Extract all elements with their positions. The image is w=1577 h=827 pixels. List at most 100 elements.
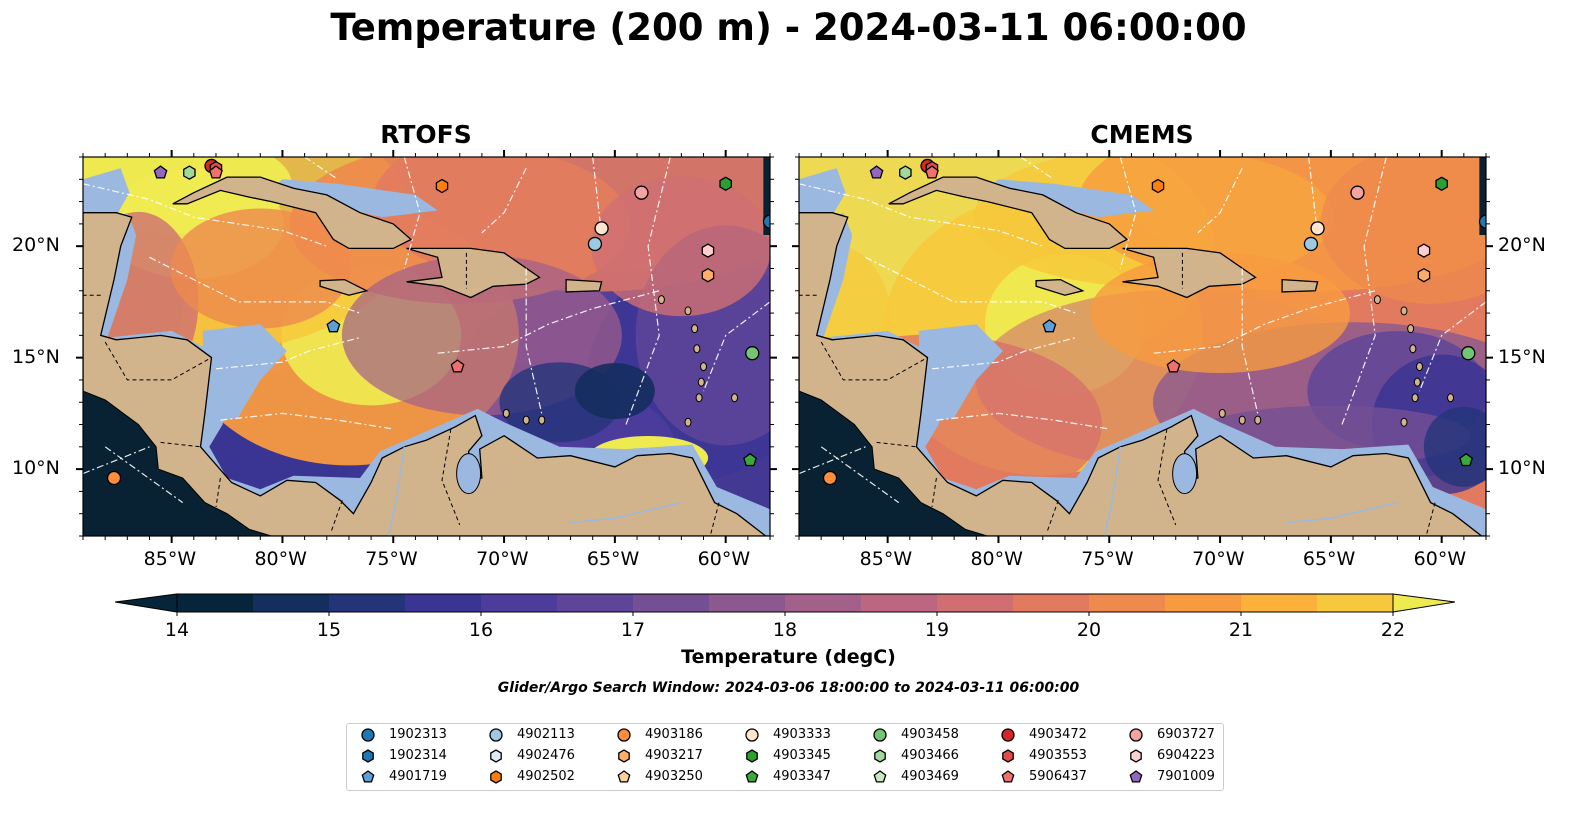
float-6903727 <box>634 185 649 200</box>
temperature-field-cmems <box>799 157 1486 536</box>
colorbar-segment <box>1089 594 1166 612</box>
lon-tick-label: 65°W <box>1302 548 1356 570</box>
colorbar-tick-label: 20 <box>1076 619 1102 641</box>
float-5906437 <box>1166 359 1181 373</box>
lon-tick-label: 60°W <box>697 548 751 570</box>
panel-title-rtofs: RTOFS <box>380 120 472 149</box>
colorbar-segment <box>709 594 786 612</box>
legend-label: 4901719 <box>389 769 447 784</box>
colorbar-segment <box>253 594 330 612</box>
legend-marker <box>873 770 887 783</box>
legend-marker <box>361 728 375 742</box>
lon-tick-label: 80°W <box>970 548 1023 570</box>
lat-tick-label: 15°N <box>1498 345 1546 368</box>
float-4902502 <box>435 178 449 194</box>
lat-tick-label: 20°N <box>12 234 60 257</box>
lat-tick-label: 15°N <box>12 345 60 368</box>
float-4903347 <box>1459 452 1473 467</box>
colorbar-tick-label: 14 <box>164 619 190 641</box>
colorbar-tick-label: 21 <box>1228 619 1254 641</box>
panel-title-cmems: CMEMS <box>1090 120 1194 149</box>
legend-marker <box>489 728 503 742</box>
legend-marker <box>746 749 758 763</box>
float-7901009 <box>869 165 884 179</box>
legend-marker <box>1002 749 1014 763</box>
map-panel-cmems <box>799 157 1486 536</box>
lat-tick-label: 10°N <box>12 457 60 480</box>
colorbar-tick-label: 18 <box>772 619 798 641</box>
legend-marker <box>1001 770 1015 783</box>
legend-label: 4902502 <box>517 769 575 784</box>
colorbar-segment <box>177 594 254 612</box>
legend-label: 4903345 <box>773 748 831 763</box>
float-4902502 <box>1151 178 1165 194</box>
float-4903466 <box>183 165 196 180</box>
legend-label: 6903727 <box>1157 727 1215 742</box>
float-4903217 <box>701 267 715 283</box>
colorbar-segment <box>1165 594 1242 612</box>
temperature-field-rtofs <box>83 157 770 536</box>
legend-label: 6904223 <box>1157 748 1215 763</box>
colorbar-segment <box>1013 594 1090 612</box>
legend-marker <box>490 749 502 763</box>
lat-tick-label: 20°N <box>1498 234 1546 257</box>
map-frame-1 <box>798 156 1487 537</box>
legend-marker <box>490 770 502 784</box>
lon-tick-label: 85°W <box>859 548 913 570</box>
colorbar-tick-label: 16 <box>468 619 494 641</box>
float-4903333 <box>1310 221 1325 236</box>
lon-tick-label: 70°W <box>1192 548 1245 570</box>
float-4903458 <box>745 346 760 361</box>
lon-tick-label: 70°W <box>476 548 529 570</box>
float-5906437 <box>450 359 465 373</box>
legend-label: 4903250 <box>645 769 703 784</box>
legend-marker <box>873 728 887 742</box>
lon-tick-label: 60°W <box>1413 548 1467 570</box>
legend-marker <box>745 770 759 783</box>
search-window-text: Glider/Argo Search Window: 2024-03-06 18… <box>497 680 1080 696</box>
lon-tick-label: 80°W <box>254 548 307 570</box>
colorbar-tick-label: 17 <box>620 619 646 641</box>
legend-label: 4903472 <box>1029 727 1087 742</box>
float-4903186 <box>822 470 838 486</box>
colorbar-title: Temperature (degC) <box>681 646 896 668</box>
legend-label: 4903458 <box>901 727 959 742</box>
lon-tick-label: 65°W <box>586 548 640 570</box>
float-4903466 <box>899 165 912 180</box>
legend-marker <box>745 728 759 742</box>
figure-title: Temperature (200 m) - 2024-03-11 06:00:0… <box>330 6 1247 49</box>
colorbar-segment <box>1317 594 1394 612</box>
float-6904223 <box>701 243 715 258</box>
legend-label: 4903469 <box>901 769 959 784</box>
legend-marker <box>617 770 631 783</box>
float-5906437 <box>925 165 939 179</box>
legend-marker <box>618 749 630 763</box>
colorbar-segment <box>785 594 862 612</box>
colorbar-segment <box>633 594 710 612</box>
legend-label: 1902314 <box>389 748 447 763</box>
legend-label: 4903466 <box>901 748 959 763</box>
legend-label: 7901009 <box>1157 769 1215 784</box>
legend-label: 4902113 <box>517 727 575 742</box>
colorbar-segment <box>1241 594 1318 612</box>
float-6903727 <box>1350 185 1365 200</box>
colorbar-segment <box>861 594 938 612</box>
legend-label: 4903333 <box>773 727 831 742</box>
float-5906437 <box>209 165 223 179</box>
float-legend: 1902313 1902314 4901719 4902113 4902476 49025… <box>346 723 1224 791</box>
legend-marker <box>1130 749 1142 763</box>
colorbar-segment <box>405 594 482 612</box>
colorbar-tick-label: 15 <box>316 619 342 641</box>
legend-marker <box>874 749 886 763</box>
float-4902113 <box>1303 236 1319 252</box>
float-4903345 <box>719 176 732 192</box>
float-4903333 <box>594 221 609 236</box>
lon-tick-label: 75°W <box>1081 548 1134 570</box>
float-7901009 <box>153 165 168 179</box>
legend-label: 4903553 <box>1029 748 1087 763</box>
legend-marker <box>1129 770 1143 783</box>
float-4903217 <box>1417 267 1431 283</box>
float-1902313 <box>1478 214 1486 229</box>
float-6904223 <box>1417 243 1431 258</box>
colorbar-segment <box>329 594 406 612</box>
